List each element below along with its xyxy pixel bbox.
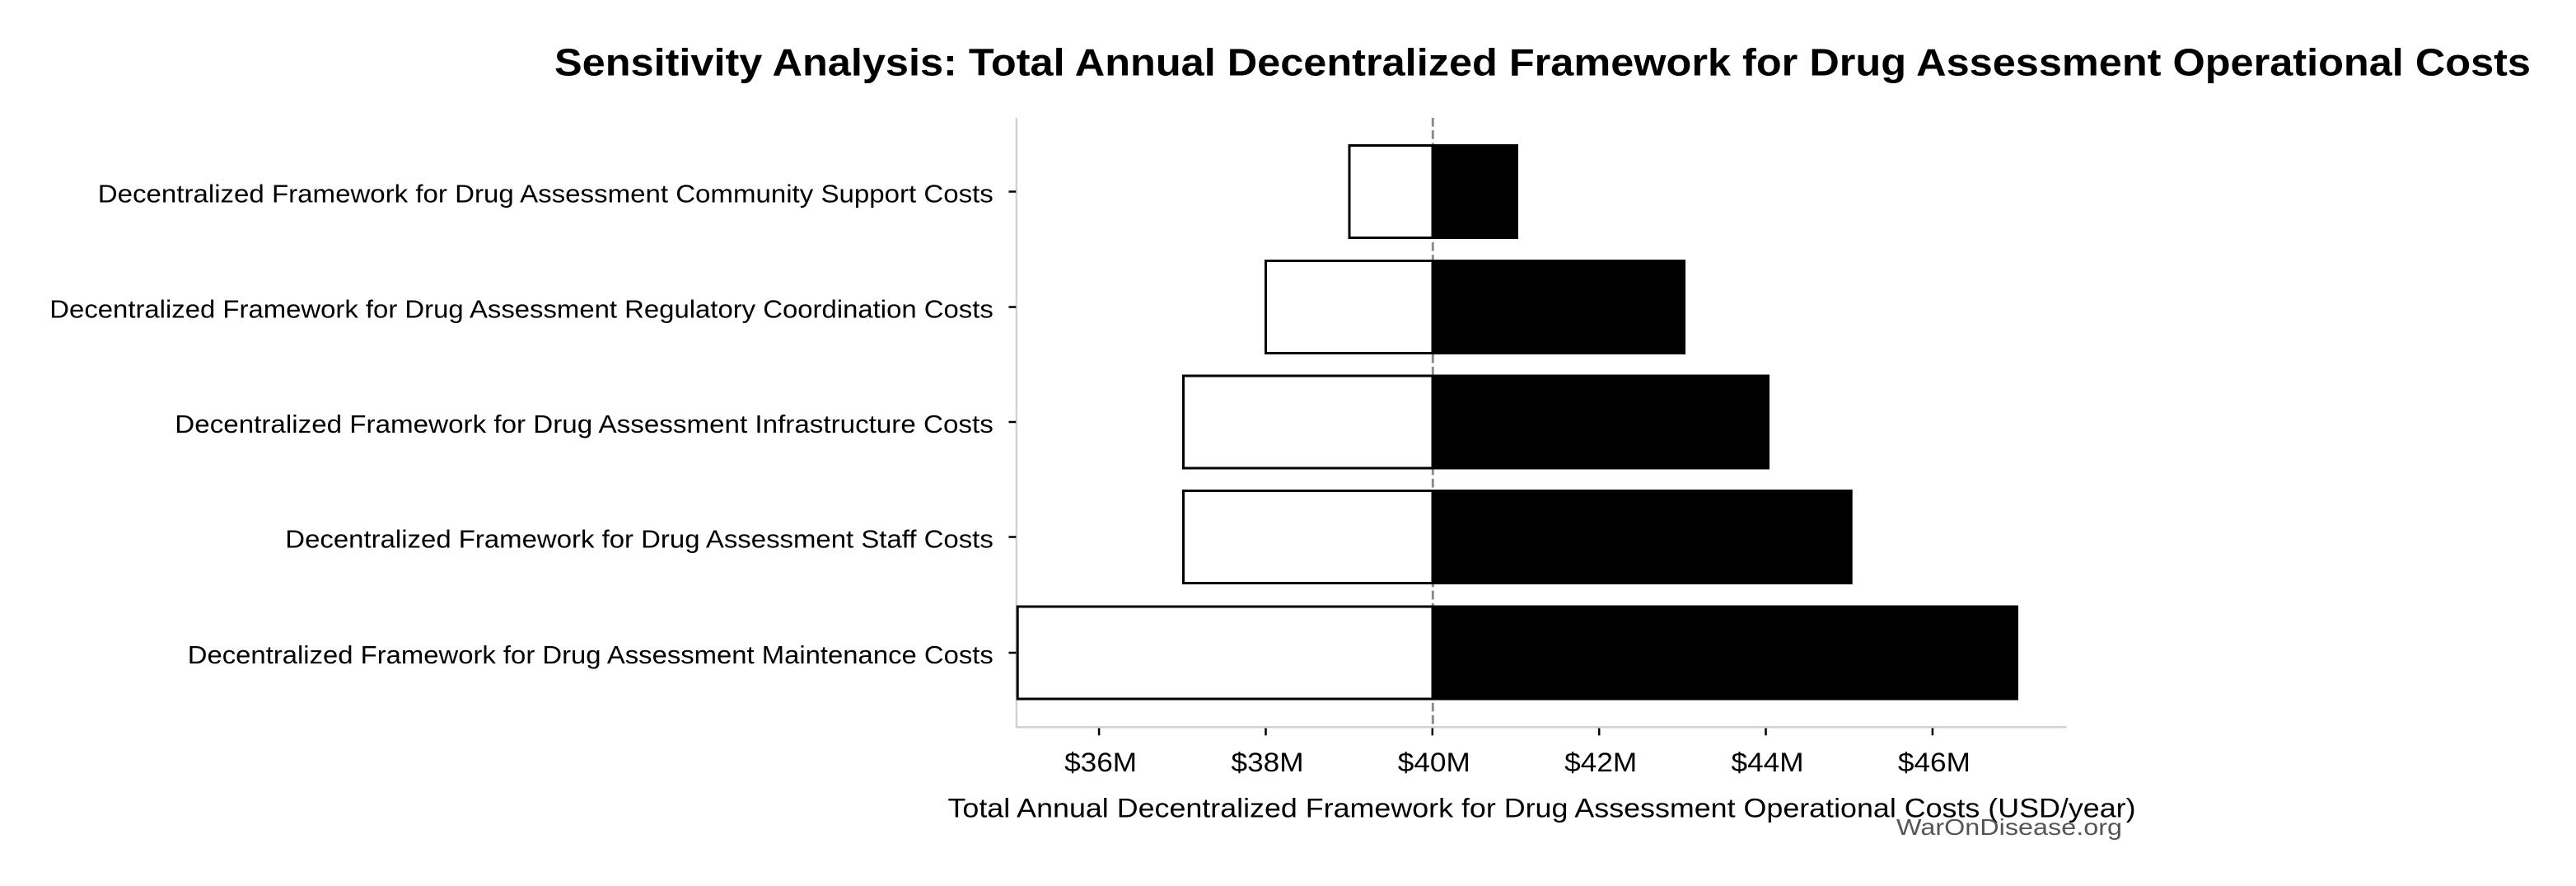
svg-text:WarOnDisease.org: WarOnDisease.org	[1896, 814, 2122, 840]
svg-text:Decentralized Framework for Dr: Decentralized Framework for Drug Assessm…	[188, 640, 993, 669]
svg-text:$46M: $46M	[1898, 748, 1971, 777]
svg-text:$42M: $42M	[1564, 748, 1637, 777]
svg-text:$38M: $38M	[1232, 748, 1304, 777]
svg-text:$36M: $36M	[1064, 748, 1137, 777]
svg-text:Decentralized Framework for Dr: Decentralized Framework for Drug Assessm…	[98, 179, 993, 208]
svg-text:$44M: $44M	[1732, 748, 1804, 777]
svg-text:Decentralized Framework for Dr: Decentralized Framework for Drug Assessm…	[49, 294, 993, 323]
svg-text:Sensitivity Analysis: Total An: Sensitivity Analysis: Total Annual Decen…	[554, 41, 2531, 84]
svg-text:Total Annual Decentralized Fra: Total Annual Decentralized Framework for…	[948, 794, 2136, 823]
svg-text:Decentralized Framework for Dr: Decentralized Framework for Drug Assessm…	[175, 410, 993, 438]
svg-text:$40M: $40M	[1398, 748, 1470, 777]
svg-text:Decentralized Framework for Dr: Decentralized Framework for Drug Assessm…	[285, 524, 993, 553]
